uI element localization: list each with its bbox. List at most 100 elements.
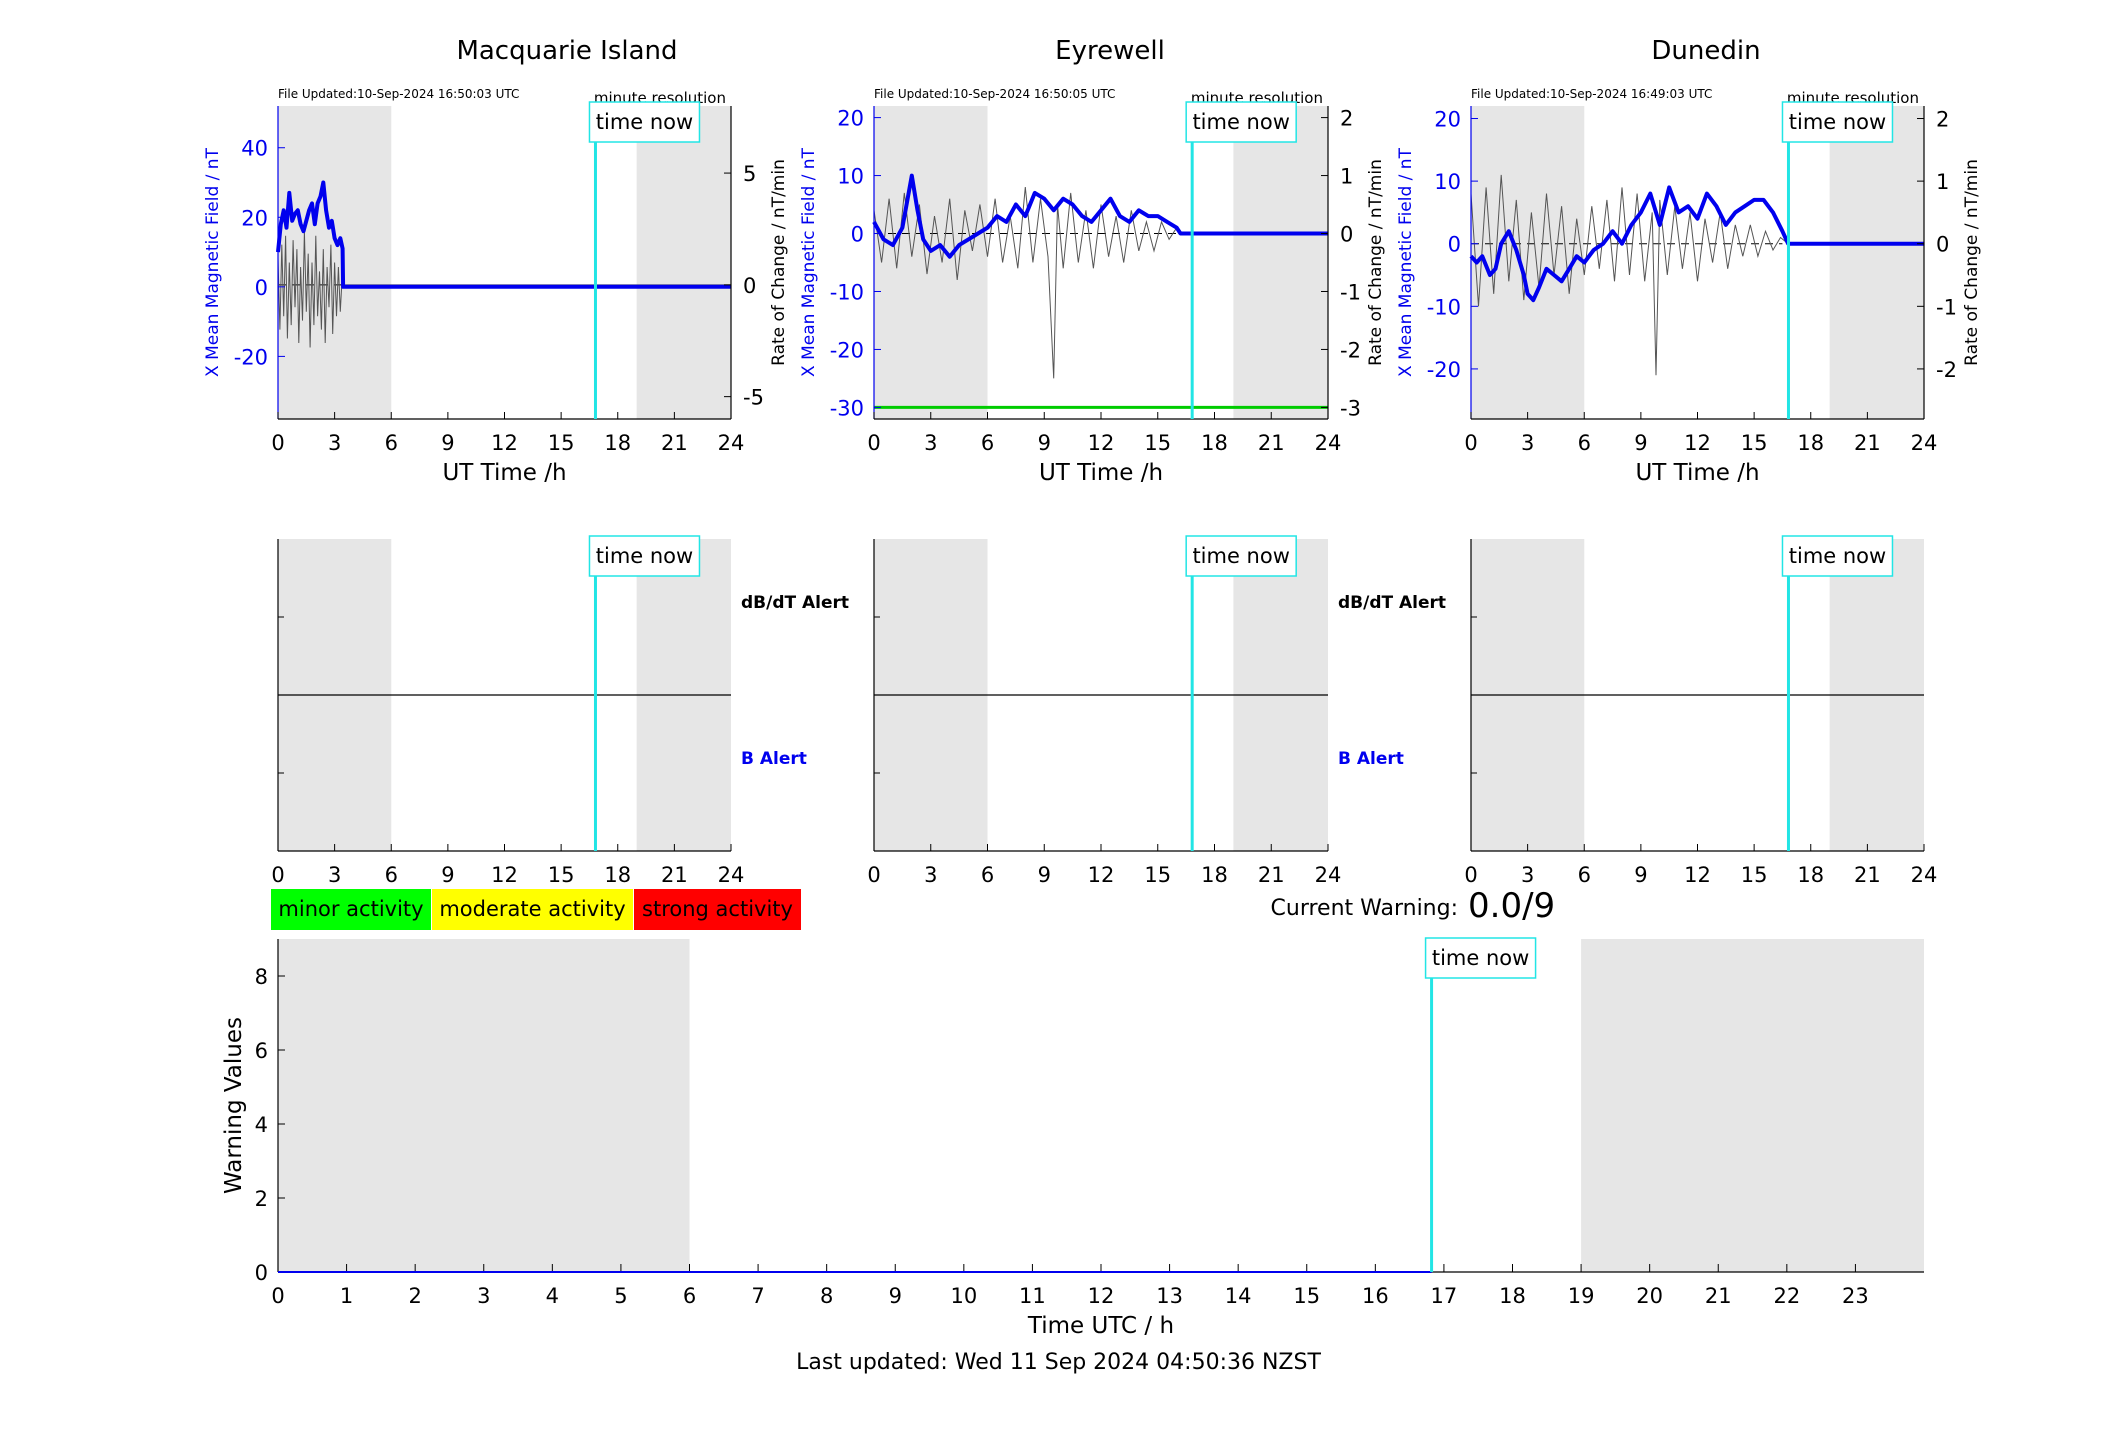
y2-tick-label: 1 [1340, 165, 1353, 189]
x-tick-label: 9 [1634, 863, 1647, 887]
night-band [1581, 939, 1924, 1272]
x-tick-label: 21 [1258, 431, 1285, 455]
x-axis-label: Time UTC / h [1027, 1313, 1174, 1339]
x-tick-label: 23 [1842, 1284, 1869, 1308]
x-tick-label: 9 [441, 863, 454, 887]
x-tick-label: 14 [1225, 1284, 1252, 1308]
x-tick-label: 3 [328, 431, 341, 455]
x-tick-label: 4 [546, 1284, 559, 1308]
x-tick-label: 3 [1521, 431, 1534, 455]
station-title: Eyrewell [1055, 36, 1165, 66]
x-tick-label: 12 [1088, 431, 1115, 455]
station-title: Macquarie Island [456, 36, 678, 66]
y-tick-label: 6 [255, 1039, 268, 1063]
x-tick-label: 9 [1038, 431, 1051, 455]
x-tick-label: 6 [981, 863, 994, 887]
x-tick-label: 12 [1684, 431, 1711, 455]
x-tick-label: 0 [1464, 431, 1477, 455]
x-tick-label: 21 [1854, 431, 1881, 455]
y2-tick-label: -5 [743, 386, 764, 410]
time-now-label: time now [1192, 110, 1289, 134]
y-tick-label: -20 [830, 338, 864, 362]
x-tick-label: 24 [1911, 863, 1938, 887]
x-axis-label: UT Time /h [1039, 460, 1163, 486]
file-updated: File Updated:10-Sep-2024 16:49:03 UTC [1471, 87, 1712, 101]
x-tick-label: 24 [1315, 863, 1342, 887]
y-tick-label: -10 [1427, 295, 1461, 319]
time-now-box [1185, 535, 1297, 577]
y-tick-label: -10 [830, 280, 864, 304]
legend-strong: strong activity [634, 889, 801, 930]
y-tick-label: -20 [234, 345, 268, 369]
y2-tick-label: 0 [1340, 223, 1353, 247]
x-tick-label: 21 [1705, 1284, 1732, 1308]
time-now-label: time now [1789, 544, 1886, 568]
x-tick-label: 6 [1578, 431, 1591, 455]
x-tick-label: 12 [1088, 1284, 1115, 1308]
last-updated: Last updated: Wed 11 Sep 2024 04:50:36 N… [796, 1350, 1321, 1375]
right-axis-label: Rate of Change / nT/min [769, 159, 789, 366]
y-tick-label: 0 [255, 276, 268, 300]
y2-tick-label: -1 [1936, 295, 1957, 319]
x-tick-label: 2 [408, 1284, 421, 1308]
current-warning-value: 0.0/9 [1468, 886, 1556, 926]
y-tick-label: 20 [1434, 108, 1461, 132]
rate-of-change-line [873, 187, 1328, 379]
y-tick-label: 2 [255, 1187, 268, 1211]
time-now-label: time now [1192, 544, 1289, 568]
y-tick-label: 0 [1448, 233, 1461, 257]
legend-moderate: moderate activity [432, 889, 633, 930]
x-tick-label: 21 [661, 431, 688, 455]
night-band [874, 106, 988, 419]
rate-of-change-line [277, 231, 731, 348]
x-tick-label: 3 [328, 863, 341, 887]
x-tick-label: 12 [1088, 863, 1115, 887]
y-axis-label: Warning Values [221, 1017, 247, 1194]
x-tick-label: 18 [1797, 863, 1824, 887]
x-tick-label: 21 [661, 863, 688, 887]
x-tick-label: 9 [889, 1284, 902, 1308]
x-tick-label: 18 [1201, 431, 1228, 455]
x-tick-label: 24 [718, 863, 745, 887]
x-tick-label: 18 [604, 431, 631, 455]
x-tick-label: 21 [1854, 863, 1881, 887]
y-tick-label: 4 [255, 1113, 268, 1137]
y2-tick-label: -1 [1340, 280, 1361, 304]
x-tick-label: 9 [441, 431, 454, 455]
x-tick-label: 3 [1521, 863, 1534, 887]
x-tick-label: 0 [1464, 863, 1477, 887]
y-tick-label: -20 [1427, 358, 1461, 382]
x-tick-label: 10 [950, 1284, 977, 1308]
left-axis-label: X Mean Magnetic Field / nT [203, 147, 223, 377]
right-axis-label: Rate of Change / nT/min [1366, 159, 1386, 366]
y-tick-label: 0 [851, 223, 864, 247]
night-band [636, 106, 731, 419]
x-tick-label: 9 [1038, 863, 1051, 887]
x-tick-label: 1 [340, 1284, 353, 1308]
x-tick-label: 3 [924, 431, 937, 455]
y2-tick-label: -3 [1340, 396, 1361, 420]
x-tick-label: 15 [1741, 863, 1768, 887]
field-line [1469, 185, 1924, 303]
b-alert-label: B Alert [741, 749, 807, 769]
night-band [1471, 106, 1585, 419]
x-tick-label: 0 [271, 1284, 284, 1308]
x-tick-label: 24 [1315, 431, 1342, 455]
x-tick-label: 19 [1568, 1284, 1595, 1308]
file-updated: File Updated:10-Sep-2024 16:50:03 UTC [278, 87, 519, 101]
x-tick-label: 6 [1578, 863, 1591, 887]
time-now-box [1185, 101, 1297, 143]
b-alert-label: B Alert [1338, 749, 1404, 769]
time-now-label: time now [1432, 946, 1529, 970]
x-tick-label: 15 [1741, 431, 1768, 455]
y-tick-label: 40 [241, 137, 268, 161]
x-tick-label: 12 [1684, 863, 1711, 887]
time-now-box [1424, 937, 1537, 979]
night-band [1233, 106, 1328, 419]
x-tick-label: 6 [981, 431, 994, 455]
rate-of-change-line [1470, 174, 1924, 376]
current-warning-label: Current Warning: [1270, 896, 1458, 921]
x-axis-label: UT Time /h [1635, 460, 1759, 486]
time-now-box [588, 535, 701, 577]
